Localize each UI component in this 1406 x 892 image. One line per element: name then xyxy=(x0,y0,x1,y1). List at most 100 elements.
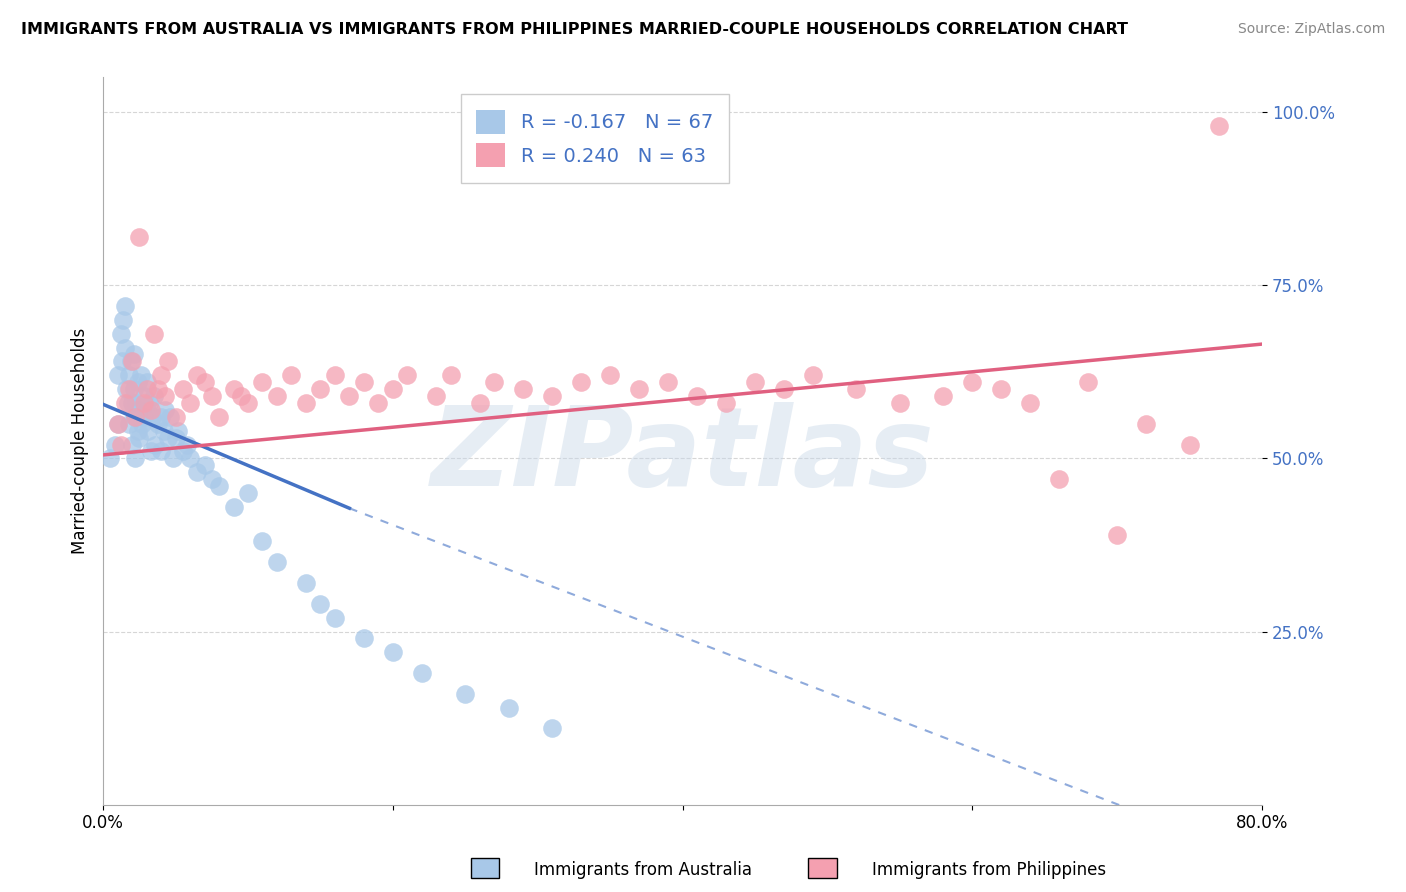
Point xyxy=(110,437,132,451)
Point xyxy=(127,375,149,389)
Point xyxy=(309,597,332,611)
Point xyxy=(657,375,679,389)
Point xyxy=(323,368,346,383)
Point xyxy=(236,396,259,410)
Point xyxy=(686,389,709,403)
Point xyxy=(129,368,152,383)
Point xyxy=(309,382,332,396)
Point xyxy=(142,326,165,341)
Point xyxy=(128,403,150,417)
Point xyxy=(157,354,180,368)
Point xyxy=(208,409,231,424)
Point xyxy=(112,313,135,327)
Point xyxy=(167,424,190,438)
Point xyxy=(801,368,824,383)
Point xyxy=(252,375,274,389)
Point xyxy=(484,375,506,389)
Point xyxy=(114,396,136,410)
Point xyxy=(132,396,155,410)
Point xyxy=(932,389,955,403)
Point xyxy=(280,368,302,383)
Point xyxy=(157,431,180,445)
Point xyxy=(107,417,129,431)
Point xyxy=(541,389,564,403)
Point xyxy=(122,347,145,361)
Point xyxy=(153,424,176,438)
Point xyxy=(193,375,215,389)
Point xyxy=(179,451,201,466)
Point xyxy=(186,368,208,383)
Point xyxy=(229,389,252,403)
Point xyxy=(222,500,245,514)
Point xyxy=(381,645,404,659)
Text: Immigrants from Australia: Immigrants from Australia xyxy=(534,861,752,879)
Point xyxy=(1019,396,1042,410)
Point xyxy=(159,409,181,424)
Point xyxy=(114,299,136,313)
Point xyxy=(396,368,419,383)
Point xyxy=(454,687,477,701)
Point xyxy=(131,417,153,431)
Point xyxy=(1178,437,1201,451)
Point xyxy=(599,368,621,383)
Point xyxy=(139,444,162,458)
Point xyxy=(155,389,177,403)
Point xyxy=(773,382,796,396)
Point xyxy=(107,368,129,383)
Text: Immigrants from Philippines: Immigrants from Philippines xyxy=(872,861,1107,879)
Point xyxy=(136,424,159,438)
Point xyxy=(128,229,150,244)
Point xyxy=(381,382,404,396)
Point xyxy=(110,326,132,341)
Point xyxy=(143,437,166,451)
Point xyxy=(124,451,146,466)
Point xyxy=(124,409,146,424)
Point xyxy=(440,368,463,383)
Point xyxy=(252,534,274,549)
Point xyxy=(162,451,184,466)
Point xyxy=(128,431,150,445)
Point xyxy=(121,396,143,410)
Point xyxy=(962,375,984,389)
Point xyxy=(266,389,288,403)
Point xyxy=(135,375,157,389)
Point xyxy=(132,389,155,403)
Point xyxy=(127,424,149,438)
Point xyxy=(114,341,136,355)
Point xyxy=(176,437,198,451)
Point xyxy=(1208,119,1230,133)
Point xyxy=(425,389,447,403)
Point xyxy=(135,382,157,396)
Point xyxy=(107,417,129,431)
Point xyxy=(121,437,143,451)
Point xyxy=(132,409,155,424)
Point xyxy=(1135,417,1157,431)
Point xyxy=(990,382,1012,396)
Point xyxy=(125,396,148,410)
Point xyxy=(845,382,868,396)
Point xyxy=(266,555,288,569)
Point xyxy=(498,700,520,714)
Point xyxy=(1107,527,1129,541)
Point xyxy=(111,354,134,368)
Point xyxy=(172,382,194,396)
Text: Source: ZipAtlas.com: Source: ZipAtlas.com xyxy=(1237,22,1385,37)
Point xyxy=(201,472,224,486)
Point xyxy=(193,458,215,473)
Point xyxy=(165,409,187,424)
Point xyxy=(118,382,141,396)
Text: ZIPatlas: ZIPatlas xyxy=(430,402,935,509)
Point xyxy=(138,396,160,410)
Point xyxy=(889,396,911,410)
Point xyxy=(148,382,170,396)
Point xyxy=(150,368,173,383)
Point xyxy=(150,409,173,424)
Point xyxy=(165,431,187,445)
Point xyxy=(295,396,318,410)
Point xyxy=(155,403,177,417)
Point xyxy=(411,666,433,681)
Point xyxy=(148,417,170,431)
Point xyxy=(353,375,375,389)
Point xyxy=(150,444,173,458)
Point xyxy=(468,396,491,410)
